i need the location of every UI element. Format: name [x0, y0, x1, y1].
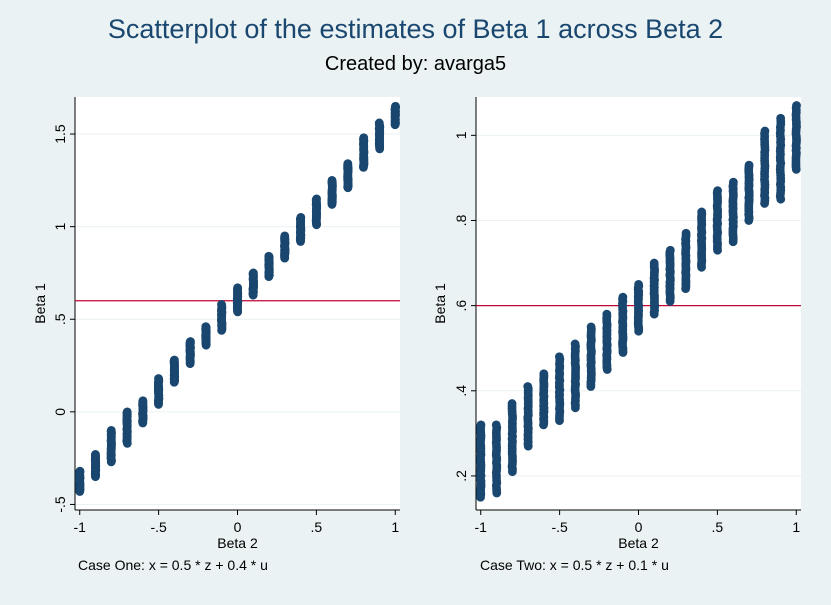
x-tick-label-4: 1	[792, 519, 800, 535]
point-13-27	[681, 228, 691, 238]
chart-subtitle: Created by: avarga5	[324, 53, 507, 75]
point-20-27	[792, 101, 801, 110]
point-2-27	[106, 425, 116, 435]
x-tick-label-4: 1	[391, 519, 399, 535]
y-tick-label-0: .2	[453, 470, 469, 482]
point-15-27	[713, 186, 723, 196]
y-axis-title: Beta 1	[432, 283, 448, 324]
point-4-27	[539, 369, 549, 379]
case-note: Case One: x = 0.5 * z + 0.4 * u	[78, 557, 268, 573]
point-10-27	[634, 279, 643, 289]
point-17-27	[343, 159, 353, 169]
x-tick-label-0: -1	[74, 519, 87, 535]
y-tick-label-3: 1	[52, 223, 68, 231]
point-16-27	[327, 175, 337, 185]
y-tick-label-0: -.5	[52, 496, 68, 513]
scatter-points	[476, 101, 801, 502]
x-tick-label-0: -1	[475, 519, 488, 535]
point-12-27	[665, 245, 675, 255]
point-5-27	[154, 374, 163, 383]
point-3-27	[523, 382, 533, 391]
scatter-points	[75, 101, 400, 496]
point-0-27	[476, 420, 486, 430]
y-tick-label-3: .8	[453, 214, 469, 226]
point-15-27	[312, 194, 321, 204]
chart-title: Scatterplot of the estimates of Beta 1 a…	[107, 14, 724, 44]
point-14-27	[697, 207, 707, 217]
x-tick-label-2: 0	[635, 519, 643, 535]
x-tick-label-3: .5	[311, 519, 323, 535]
x-tick-label-1: -.5	[150, 519, 167, 535]
point-13-27	[280, 231, 290, 241]
point-18-27	[760, 126, 770, 136]
point-4-27	[138, 396, 148, 406]
point-12-27	[264, 251, 274, 261]
y-tick-label-4: 1.5	[52, 124, 68, 144]
y-tick-label-2: .5	[52, 313, 68, 325]
point-9-27	[618, 292, 628, 302]
point-7-27	[586, 322, 596, 332]
point-19-27	[374, 118, 384, 128]
point-5-27	[554, 352, 564, 362]
y-tick-label-4: 1	[453, 131, 469, 139]
point-8-27	[201, 322, 211, 332]
point-18-27	[359, 133, 369, 143]
point-16-27	[728, 177, 738, 187]
point-3-27	[122, 407, 132, 417]
point-8-27	[602, 309, 612, 319]
point-0-27	[75, 466, 85, 476]
point-2-27	[507, 399, 517, 408]
point-6-27	[570, 339, 580, 349]
y-tick-label-1: 0	[52, 408, 68, 416]
point-19-27	[776, 113, 786, 123]
y-axis-title: Beta 1	[32, 283, 48, 324]
case-note: Case Two: x = 0.5 * z + 0.1 * u	[480, 557, 669, 573]
y-tick-label-1: .4	[453, 385, 469, 397]
point-1-27	[491, 420, 501, 430]
y-tick-label-2: .6	[453, 300, 469, 312]
point-20-27	[391, 101, 400, 111]
point-17-27	[744, 160, 754, 170]
x-axis-title: Beta 2	[217, 535, 258, 551]
point-9-27	[217, 300, 226, 309]
x-tick-label-2: 0	[234, 519, 242, 535]
point-1-27	[91, 450, 100, 459]
point-14-27	[296, 212, 306, 222]
x-axis-title: Beta 2	[618, 535, 659, 551]
x-tick-label-1: -.5	[551, 519, 568, 535]
x-tick-label-3: .5	[712, 519, 724, 535]
point-7-27	[186, 337, 195, 346]
point-11-27	[649, 258, 659, 268]
point-10-27	[233, 283, 243, 293]
point-6-27	[169, 355, 179, 365]
point-11-27	[248, 268, 258, 278]
